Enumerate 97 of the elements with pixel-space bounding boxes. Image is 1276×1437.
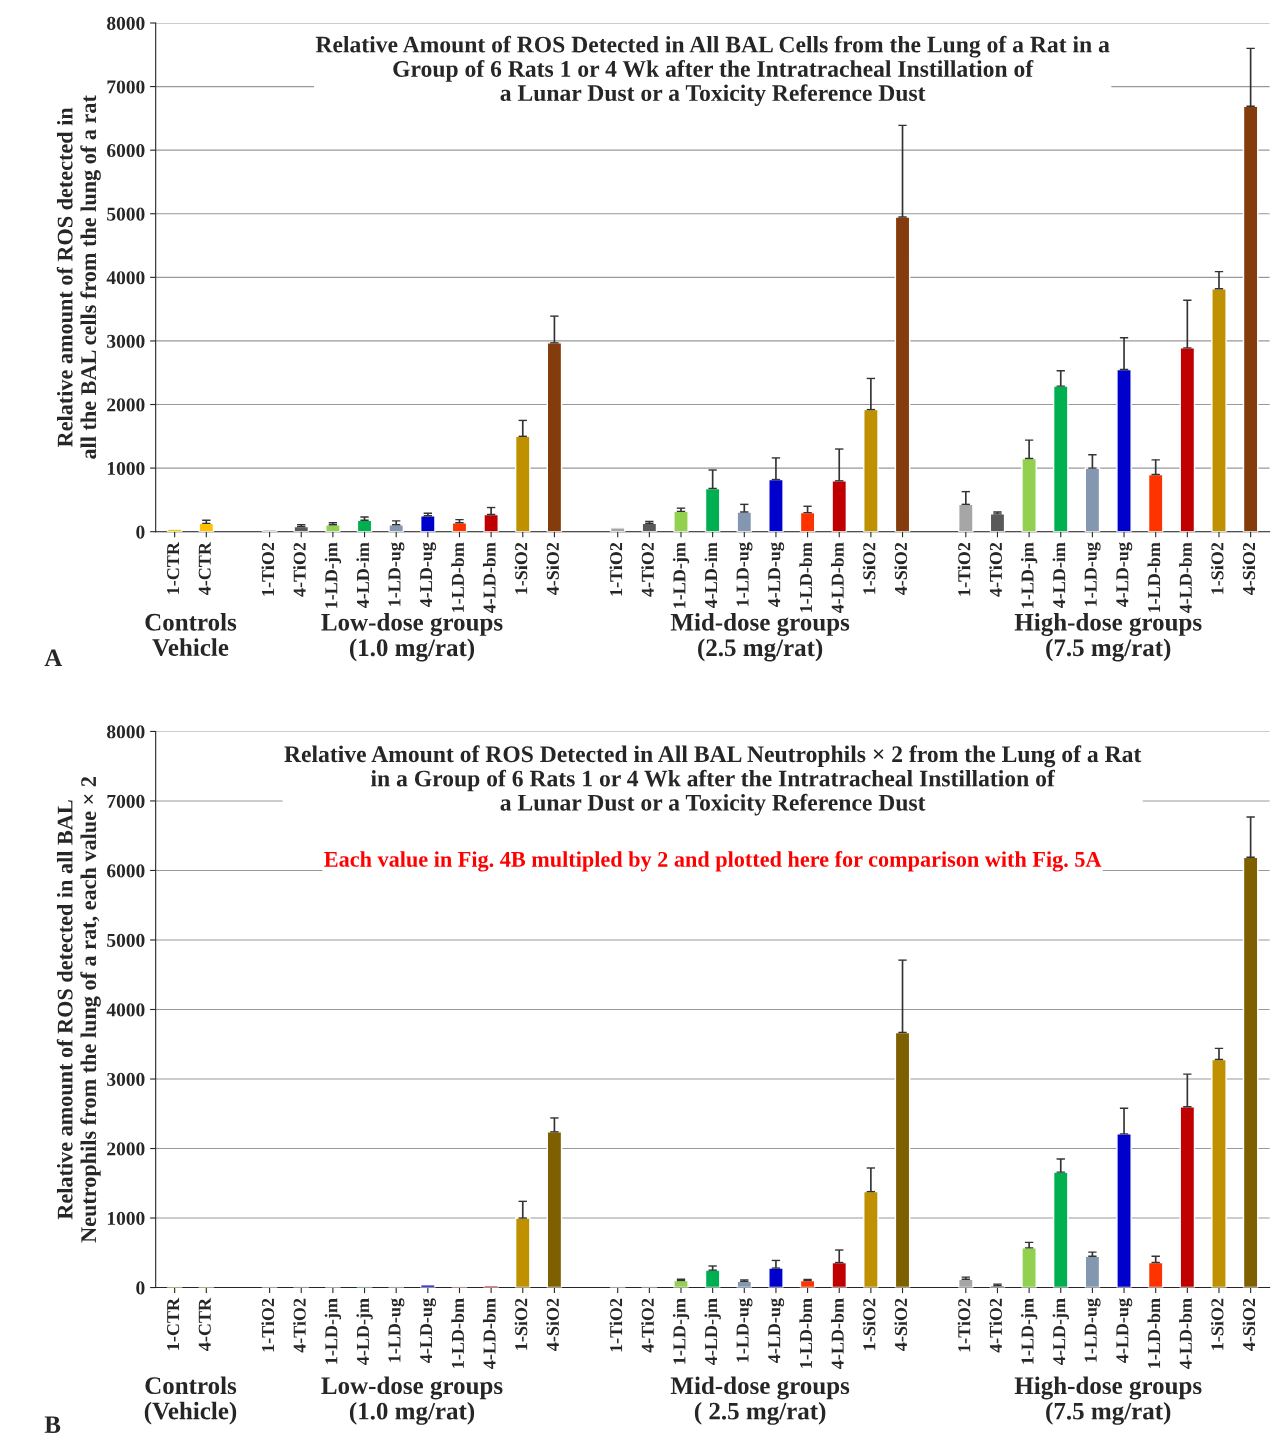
x-tick-label: 4-LD-ug	[420, 1298, 437, 1363]
x-tick-label: 4-TiO2	[989, 542, 1002, 597]
x-tick-label: 4-LD-ug	[420, 542, 437, 608]
text: Each value in Fig. 4B multipled by 2 and plotted here for comparison with Fig. 5A	[324, 851, 1102, 872]
text: B	[44, 1416, 61, 1433]
x-tick-label: 4-SiO2	[546, 1298, 559, 1351]
text: Low-dose groups (1.0 mg/rat)	[321, 613, 503, 662]
x-tick-label: 4-LD-ug	[1116, 1298, 1133, 1363]
text: Mid-dose groups (2.5 mg/rat)	[670, 613, 850, 662]
x-tick-label: 4-LD-ug	[1116, 542, 1133, 608]
x-tick-label: 1-CTR	[167, 1297, 180, 1350]
x-tick-label: 4-LD-ug	[768, 1298, 785, 1363]
x-tick-label: 1-TiO2	[609, 542, 623, 596]
y-tick-label: 3000	[107, 334, 145, 348]
text: Relative Amount of ROS Detected in All BAL Neutrophils × 2 from the Lung of a Rat in a Group of 6 Rats 1 or 4 Wk after the Intratracheal Instillation of a Lunar Dust or a Toxicity Reference Dust	[284, 745, 1142, 816]
x-tick-label: 1-LD-jm	[324, 1298, 342, 1364]
text: Relative Amount of ROS Detected in All BAL Cells from the Lung of a Rat in a Group of 6 Rats 1 or 4 Wk after the Intratracheal Instillation of a Lunar Dust or a Toxicity Reference Dust	[315, 35, 1110, 106]
x-tick-label: 1-SiO2	[1210, 542, 1224, 594]
x-tick-label: 4-LD-bm	[482, 1298, 496, 1369]
x-tick-label: 1-LD-bm	[1147, 1298, 1161, 1368]
x-tick-label: 1-SiO2	[514, 542, 528, 594]
text: Mid-dose groups ( 2.5 mg/rat)	[670, 1376, 850, 1425]
x-tick-label: 4-TiO2	[989, 1298, 1002, 1353]
y-tick-label: 6000	[107, 864, 145, 878]
x-tick-label: 4-LD-bm	[1179, 1298, 1192, 1369]
x-tick-label: 4-SiO2	[894, 1298, 908, 1351]
x-tick-label: 1-LD-ug	[1084, 1298, 1101, 1362]
text: A	[44, 649, 63, 667]
x-tick-label: 1-SiO2	[862, 1298, 876, 1350]
x-tick-label: 1-LD-bm	[799, 542, 813, 612]
x-tick-label: 1-LD-ug	[736, 1298, 753, 1362]
y-tick-label: 5000	[107, 207, 145, 221]
x-tick-label: 1-LD-jm	[1020, 542, 1038, 608]
x-tick-label: 1-TiO2	[957, 542, 971, 596]
x-tick-label: 1-LD-bm	[1147, 542, 1161, 612]
x-tick-label: 1-LD-ug	[736, 542, 753, 606]
y-tick-label: 7000	[107, 80, 145, 94]
y-tick-label: 0	[136, 525, 145, 539]
x-tick-label: 4-LD-jm	[1052, 1298, 1069, 1365]
y-tick-label: 3000	[107, 1072, 145, 1086]
x-tick-label: 1-LD-bm	[799, 1298, 813, 1368]
text: High-dose groups (7.5 mg/rat)	[1014, 613, 1202, 662]
x-tick-label: 1-LD-ug	[388, 542, 405, 606]
x-tick-label: 1-TiO2	[261, 542, 275, 596]
x-tick-label: 4-LD-bm	[482, 542, 496, 614]
x-tick-label: 1-LD-ug	[1084, 542, 1101, 606]
text: Controls Vehicle	[145, 613, 237, 657]
x-tick-label: 4-LD-ug	[768, 542, 785, 608]
x-tick-label: 1-CTR	[167, 541, 180, 594]
y-tick-label: 2000	[107, 1142, 145, 1156]
y-tick-label: 1000	[107, 461, 145, 476]
y-tick-label: 6000	[107, 143, 145, 158]
x-tick-label: 1-TiO2	[261, 1298, 275, 1352]
text: Controls (Vehicle)	[144, 1376, 237, 1425]
x-tick-label: 4-SiO2	[1242, 542, 1256, 596]
x-tick-label: 4-TiO2	[641, 542, 654, 597]
x-tick-label: 4-LD-jm	[356, 1298, 373, 1365]
y-tick-label: 2000	[107, 398, 145, 412]
x-tick-label: 1-LD-ug	[388, 1298, 405, 1362]
y-axis-title: Relative amount of ROS detected in all the BAL cells from the lung of a rat	[56, 95, 101, 459]
x-tick-label: 4-CTR	[198, 541, 211, 596]
y-axis-title: Relative amount of ROS detected in all BAL Neutrophils from the lung of a rat, each value × 2	[56, 777, 101, 1243]
x-tick-label: 4-SiO2	[546, 542, 559, 596]
y-tick-label: 7000	[107, 794, 145, 808]
x-tick-label: 4-SiO2	[894, 542, 908, 596]
x-tick-label: 4-CTR	[198, 1297, 211, 1351]
x-tick-label: 4-TiO2	[293, 1298, 306, 1353]
x-tick-label: 4-LD-im	[1052, 542, 1066, 609]
x-tick-label: 1-SiO2	[514, 1298, 528, 1350]
x-tick-label: 1-LD-jm	[1020, 1298, 1038, 1364]
y-tick-label: 1000	[107, 1211, 145, 1225]
y-tick-label: 4000	[106, 1003, 145, 1017]
text: High-dose groups (7.5 mg/rat)	[1014, 1376, 1202, 1425]
x-tick-label: 4-TiO2	[293, 542, 306, 597]
x-tick-label: 1-LD-jm	[672, 542, 690, 608]
x-tick-label: 1-TiO2	[957, 1298, 971, 1352]
x-tick-label: 4-LD-bm	[1179, 542, 1192, 614]
x-tick-label: 1-LD-jm	[672, 1298, 690, 1364]
x-tick-label: 4-LD-bm	[831, 542, 844, 614]
y-tick-label: 0	[136, 1281, 145, 1295]
x-tick-label: 1-LD-jm	[324, 542, 342, 608]
x-tick-label: 4-LD-im	[356, 542, 369, 609]
x-tick-label: 1-SiO2	[862, 542, 876, 594]
text: Low-dose groups (1.0 mg/rat)	[321, 1376, 503, 1425]
y-tick-label: 5000	[107, 933, 145, 947]
x-tick-label: 1-LD-bm	[451, 1298, 464, 1368]
x-tick-label: 4-TiO2	[641, 1298, 654, 1353]
x-tick-label: 4-LD-bm	[831, 1298, 844, 1369]
x-tick-label: 1-SiO2	[1210, 1298, 1224, 1350]
x-tick-label: 4-LD-im	[704, 542, 718, 609]
x-tick-label: 4-LD-jm	[704, 1298, 721, 1365]
y-tick-label: 4000	[106, 271, 145, 285]
x-tick-label: 4-SiO2	[1242, 1298, 1256, 1351]
y-tick-label: 8000	[107, 16, 145, 30]
x-tick-label: 1-TiO2	[609, 1298, 623, 1352]
y-tick-label: 8000	[107, 725, 145, 739]
x-tick-label: 1-LD-bm	[451, 542, 464, 612]
